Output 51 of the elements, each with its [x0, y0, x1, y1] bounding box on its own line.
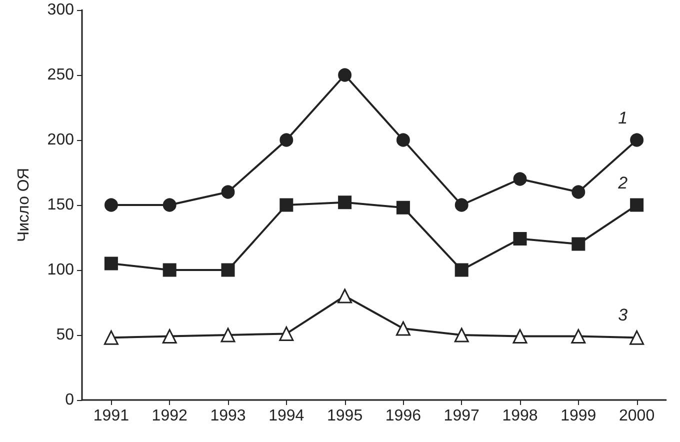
point [513, 172, 527, 186]
point [338, 68, 352, 82]
point [221, 185, 235, 199]
point [162, 263, 176, 277]
x-tick-label: 1991 [93, 408, 130, 424]
y-tick-label: 300 [47, 2, 74, 18]
x-tick-label: 2000 [619, 408, 655, 424]
point [280, 198, 294, 212]
point [338, 196, 352, 210]
point [396, 133, 410, 147]
x-tick-label: 1998 [502, 408, 538, 424]
x-tick-label: 1992 [152, 408, 188, 424]
y-tick-label: 250 [47, 66, 74, 84]
point [280, 133, 294, 147]
point [220, 328, 236, 342]
point [630, 133, 644, 147]
point [512, 329, 528, 344]
point [396, 200, 410, 214]
x-tick-label: 1995 [327, 408, 363, 424]
point [572, 237, 586, 251]
point [630, 330, 644, 345]
point [104, 330, 118, 345]
x-tick-label: 1999 [560, 408, 596, 424]
point [279, 326, 294, 341]
point [513, 232, 527, 246]
y-tick-label: 200 [47, 132, 74, 148]
y-tick-label: 50 [56, 326, 74, 344]
point [454, 263, 468, 277]
point [338, 288, 352, 304]
y-tick-label: 0 [65, 392, 74, 408]
point [572, 185, 586, 199]
series-label: 2 [617, 173, 628, 192]
x-tick-label: 1997 [444, 408, 480, 424]
y-tick-label: 150 [47, 196, 74, 214]
point [454, 328, 469, 342]
point [454, 198, 468, 212]
point [221, 263, 235, 277]
x-tick-label: 1994 [268, 408, 304, 424]
point [571, 329, 586, 344]
point [162, 329, 177, 344]
x-tick-label: 1993 [210, 408, 246, 424]
point [104, 198, 118, 212]
y-axis-title: Число ОЯ [16, 168, 32, 242]
y-tick-label: 100 [47, 262, 74, 278]
point [396, 321, 410, 336]
point [630, 198, 644, 212]
point [162, 198, 176, 212]
series-label: 1 [618, 108, 628, 128]
series-label: 3 [618, 305, 628, 324]
point [104, 256, 118, 270]
x-tick-label: 1996 [385, 408, 422, 424]
